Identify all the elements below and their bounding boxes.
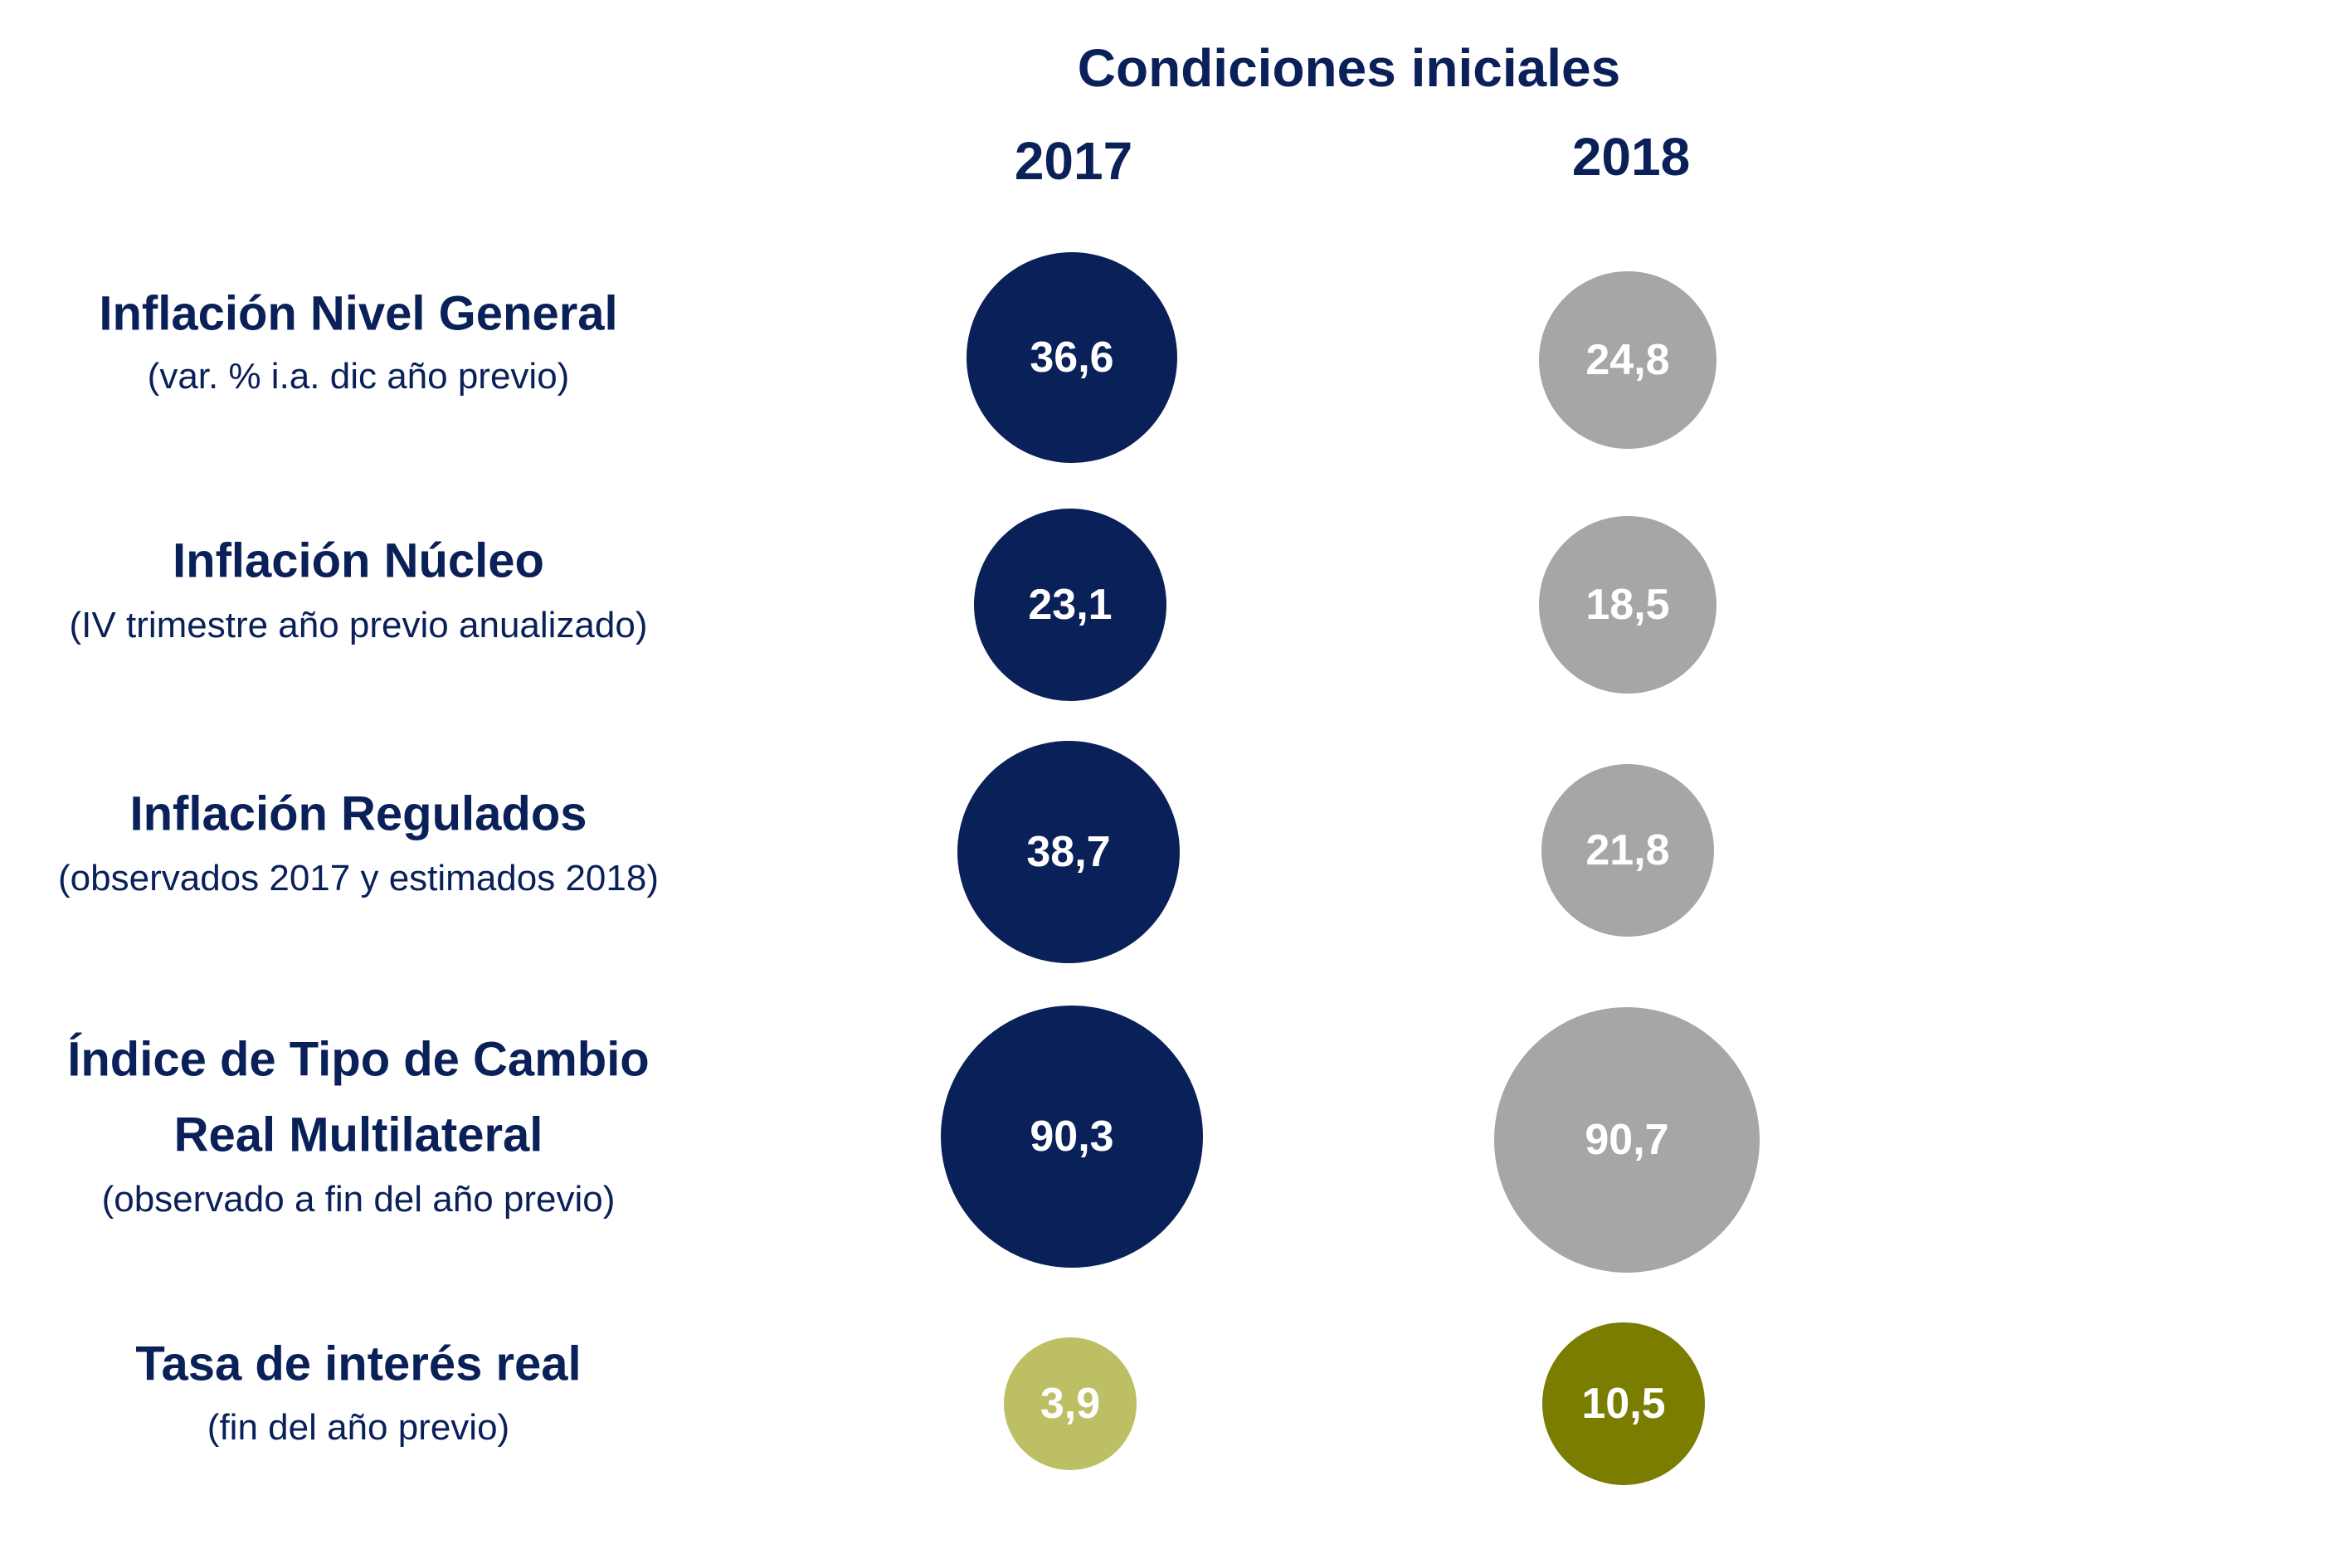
bubble-tasa-interes-2018: 10,5 [1542,1322,1705,1485]
bubble-tasa-interes-2017: 3,9 [1004,1337,1137,1470]
row-title-inflacion-general: Inflación Nivel General [99,286,618,341]
column-header-2017: 2017 [1014,131,1133,191]
bubble-inflacion-regulados-2018: 21,8 [1541,764,1714,937]
section-title: Condiciones iniciales [1077,38,1621,98]
row-title-inflacion-nucleo: Inflación Núcleo [173,533,544,588]
bubble-inflacion-regulados-2017: 38,7 [957,741,1180,963]
bubble-inflacion-nucleo-2018: 18,5 [1539,516,1717,694]
row-subtitle-tcrm: (observado a fin del año previo) [101,1179,616,1220]
column-header-2018: 2018 [1571,127,1691,187]
row-title-tasa-interes: Tasa de interés real [135,1337,582,1391]
bubble-inflacion-general-2018: 24,8 [1539,271,1717,449]
row-title-tcrm-line1: Índice de Tipo de Cambio [67,1032,650,1087]
row-title-inflacion-regulados: Inflación Regulados [129,786,587,841]
row-subtitle-tasa-interes: (fin del año previo) [207,1407,510,1448]
row-subtitle-inflacion-regulados: (observados 2017 y estimados 2018) [58,858,659,898]
row-subtitle-inflacion-nucleo: (IV trimestre año previo anualizado) [69,605,648,645]
row-subtitle-inflacion-general: (var. % i.a. dic año previo) [147,356,570,397]
row-title-tcrm-line2: Real Multilateral [173,1108,543,1162]
bubble-tcrm-2017: 90,3 [941,1006,1203,1268]
bubble-inflacion-nucleo-2017: 23,1 [974,509,1166,701]
bubble-tcrm-2018: 90,7 [1494,1007,1760,1273]
bubble-inflacion-general-2017: 36,6 [967,252,1177,463]
